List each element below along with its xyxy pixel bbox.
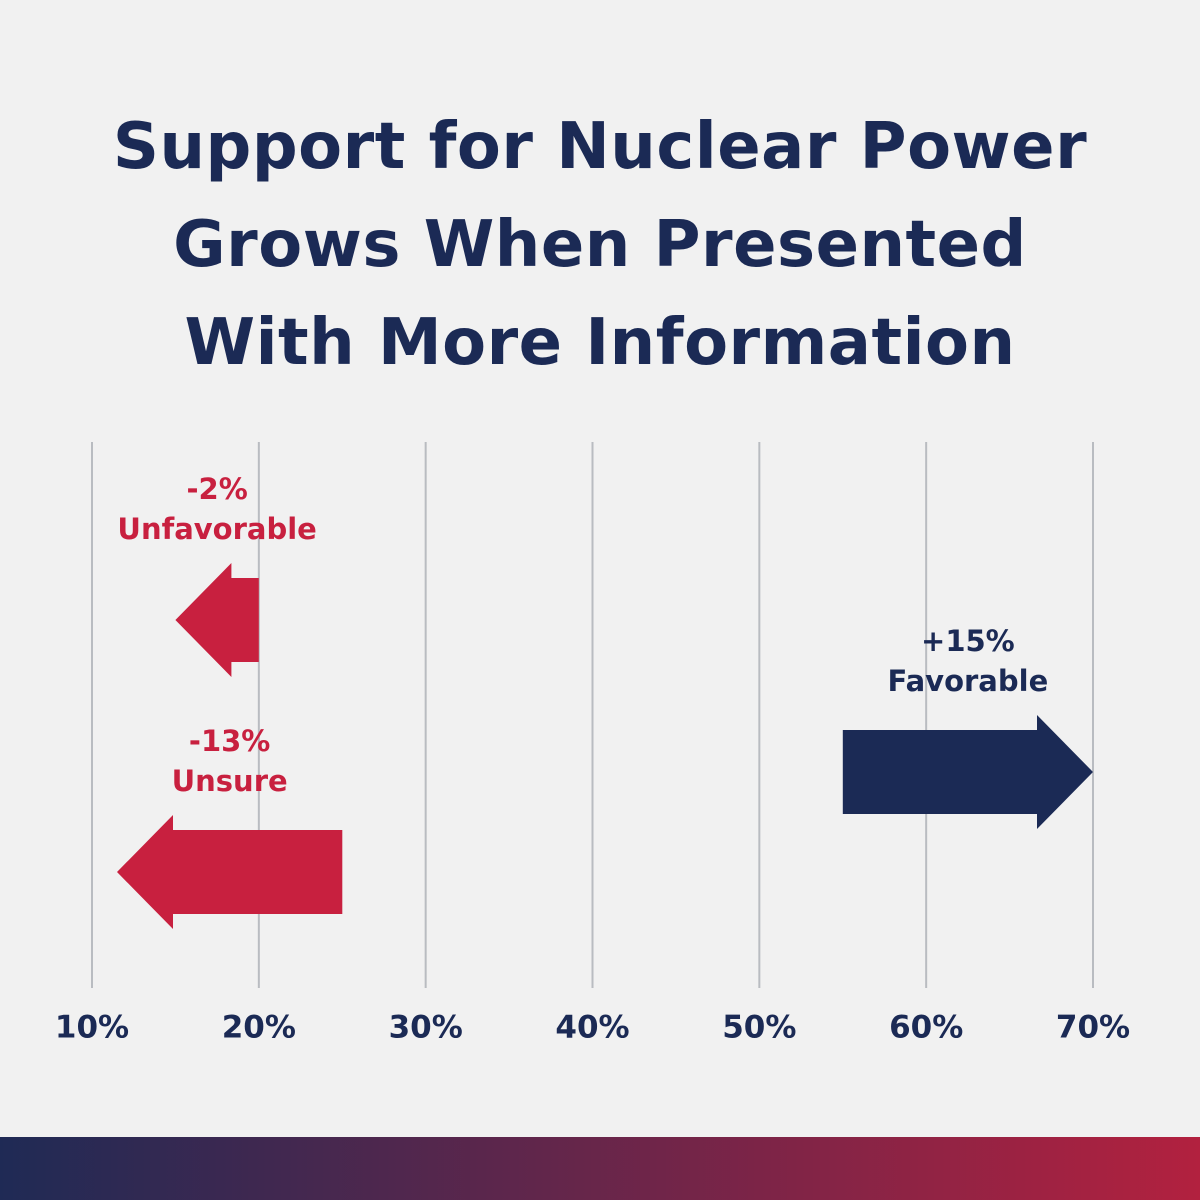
chart-title-line-2: Grows When Presented [173,208,1027,282]
bottom-gradient-fill [0,1137,1200,1200]
arrow-favorable [842,715,1093,829]
change-label-unfavorable: -2% [186,472,247,506]
x-tick-label-20: 20% [222,1010,296,1046]
x-tick-label-40: 40% [555,1010,629,1046]
x-tick-label-50: 50% [722,1010,796,1046]
series-label-unfavorable: Unfavorable [117,512,316,546]
x-axis-tick-labels: 10% 20% 30% 40% 50% 60% 70% [55,1010,1130,1046]
chart-title-line-1: Support for Nuclear Power [112,110,1088,184]
series-label-unsure: Unsure [172,764,288,798]
bottom-gradient-band [0,1137,1200,1200]
chart-title-line-3: With More Information [184,306,1016,380]
change-label-favorable: +15% [921,624,1015,658]
change-label-unsure: -13% [189,724,270,758]
x-tick-label-10: 10% [55,1010,129,1046]
arrow-unfavorable [175,563,259,677]
series-label-favorable: Favorable [888,664,1049,698]
arrow-unsure [117,815,343,929]
x-tick-label-70: 70% [1056,1010,1130,1046]
gridlines [91,442,1094,988]
x-tick-label-30: 30% [389,1010,463,1046]
change-annotations: -2% Unfavorable +15% Favorable -13% Unsure [117,472,1048,798]
change-arrows [117,563,1093,929]
x-tick-label-60: 60% [889,1010,963,1046]
chart-title: Support for Nuclear Power Grows When Pre… [0,98,1200,392]
